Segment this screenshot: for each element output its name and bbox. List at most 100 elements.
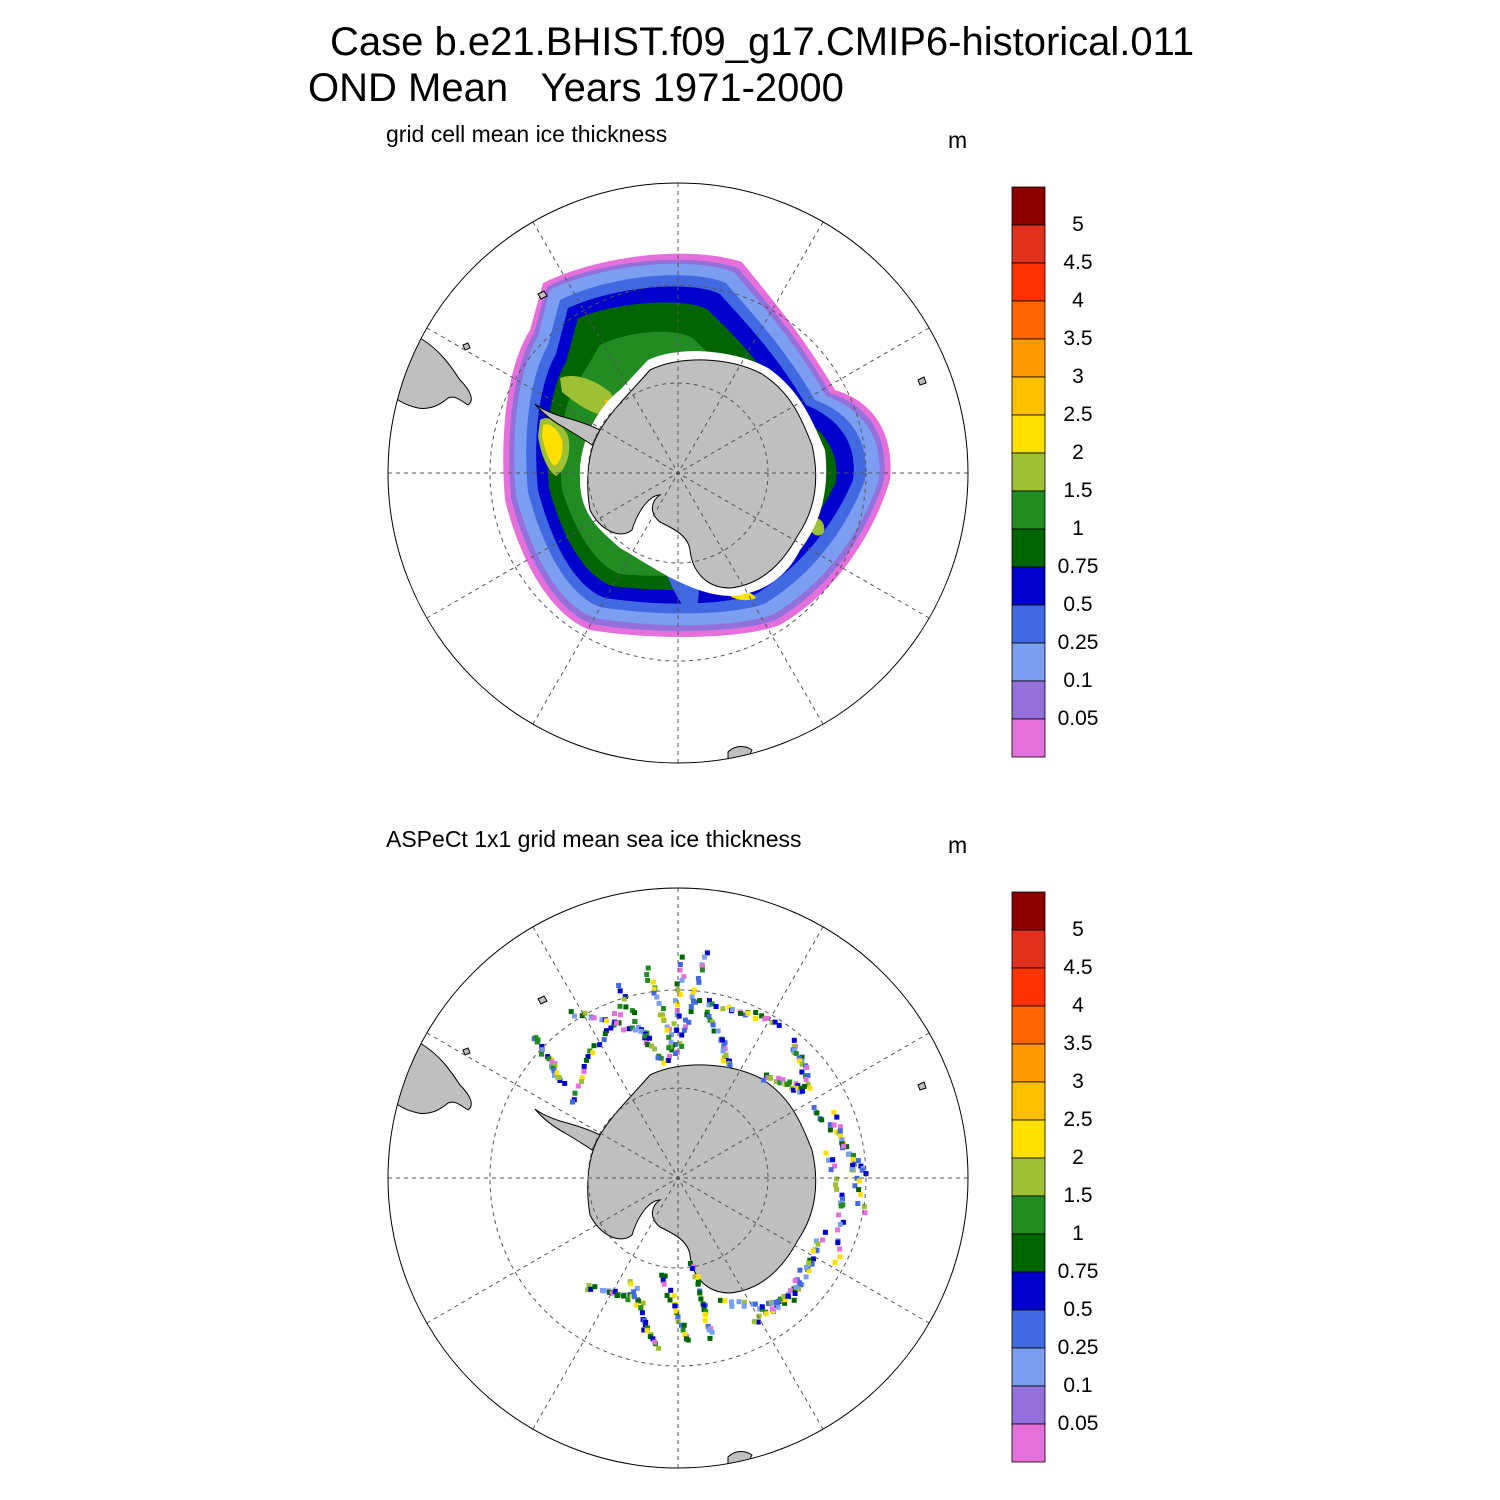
observation-cell	[591, 1015, 597, 1021]
observation-cell	[827, 1127, 833, 1133]
south-america-land	[389, 337, 472, 409]
colorbar-swatch	[1011, 1157, 1046, 1197]
observation-cell	[645, 1042, 651, 1048]
observation-cell	[791, 1044, 797, 1050]
observation-cell	[805, 1073, 811, 1078]
observation-cell	[617, 1003, 623, 1009]
observation-cell	[667, 1297, 673, 1303]
observation-cell	[726, 1058, 732, 1064]
observation-cell	[855, 1158, 861, 1164]
colorbar-swatch	[1011, 338, 1046, 378]
observation-cell	[655, 1055, 661, 1061]
colorbar-swatch	[1011, 376, 1046, 416]
observation-cell	[753, 1010, 759, 1015]
observation-cell	[766, 1300, 772, 1306]
observation-cell	[673, 1308, 679, 1314]
observation-cell	[621, 1027, 627, 1033]
observation-cell	[830, 1157, 836, 1163]
observation-cell	[799, 1055, 805, 1061]
observation-cell	[660, 1277, 666, 1283]
observation-cell	[781, 1294, 787, 1300]
observation-cell	[851, 1152, 856, 1158]
observation-cell	[645, 977, 651, 983]
observation-cell	[852, 1183, 858, 1189]
observation-cell	[707, 1335, 713, 1341]
observation-cell	[609, 1290, 615, 1296]
colorbar-swatch	[1011, 891, 1046, 931]
colorbar-tick-label: 3.5	[1063, 327, 1093, 350]
observation-cell	[856, 1187, 862, 1193]
observation-cell	[820, 1237, 826, 1243]
colorbar-tick-label: 0.75	[1057, 555, 1099, 578]
observation-cell	[701, 1303, 707, 1309]
observation-cell	[585, 1287, 591, 1293]
observation-cell	[690, 989, 696, 995]
panel-1-title: grid cell mean ice thickness	[386, 121, 668, 147]
observation-cell	[752, 1301, 758, 1307]
observation-cell	[664, 1027, 670, 1033]
island-obs-1	[537, 995, 548, 1005]
observation-cell	[837, 1221, 843, 1227]
colorbar-tick-label: 1.5	[1063, 479, 1093, 502]
observation-cell	[626, 1026, 632, 1032]
observation-cell	[826, 1157, 832, 1163]
observation-cell	[805, 1081, 811, 1087]
colorbar-tick-label: 5	[1072, 918, 1084, 941]
colorbar-swatch	[1011, 490, 1046, 530]
observation-cell	[652, 1339, 658, 1345]
observation-cell	[659, 1272, 665, 1278]
observation-cell	[856, 1178, 862, 1184]
observation-cell	[721, 1043, 727, 1049]
observation-cell	[660, 1006, 666, 1011]
colorbar-tick-label: 5	[1072, 213, 1084, 236]
observation-cell	[798, 1085, 804, 1091]
observation-cell	[787, 1288, 793, 1294]
antarctic-peninsula	[534, 403, 601, 446]
observation-cell	[706, 1002, 712, 1008]
observation-cell	[669, 1047, 675, 1053]
observation-cell	[662, 1273, 668, 1279]
observation-cell	[729, 1007, 735, 1012]
observation-cell	[791, 1087, 797, 1093]
observation-cell	[588, 1286, 594, 1292]
observation-cell	[568, 1009, 574, 1015]
observation-cell	[640, 1300, 646, 1306]
observation-cell	[628, 1281, 634, 1287]
observation-cell	[631, 1294, 637, 1300]
observation-cell	[718, 1297, 723, 1303]
colorbar-swatch	[1011, 452, 1046, 492]
observation-cell	[698, 1296, 704, 1302]
island-3	[917, 376, 927, 386]
colorbar-swatch	[1011, 642, 1046, 682]
observation-cell	[795, 1085, 801, 1091]
observation-cell	[721, 1058, 727, 1064]
observation-cell	[647, 1035, 652, 1041]
observation-cell	[661, 1018, 667, 1023]
observation-cell	[722, 1298, 728, 1304]
observation-cell	[579, 1079, 584, 1085]
observation-cell	[711, 1028, 717, 1034]
observation-cell	[651, 990, 657, 996]
observation-cell	[666, 1034, 672, 1040]
observation-cell	[546, 1056, 552, 1062]
observation-cell	[840, 1219, 846, 1225]
observation-cell	[804, 1065, 810, 1070]
observation-cell	[601, 1037, 607, 1043]
observation-cell	[710, 1022, 716, 1028]
observation-cell	[834, 1176, 840, 1182]
observation-cell	[644, 972, 650, 978]
observation-cell	[802, 1083, 808, 1089]
observation-cell	[638, 1305, 644, 1311]
observation-cell	[592, 1284, 598, 1290]
observation-cell	[556, 1075, 562, 1081]
observation-cell	[612, 1288, 618, 1294]
observation-cell	[582, 1010, 588, 1016]
observation-cell	[837, 1254, 843, 1260]
observation-cell	[638, 1028, 644, 1034]
observation-cell	[677, 992, 683, 998]
observation-cell	[836, 1212, 842, 1218]
observation-cell	[786, 1081, 791, 1087]
colorbar-tick-label: 1	[1072, 517, 1084, 540]
colorbar-swatch	[1011, 1043, 1046, 1083]
observation-cell	[654, 994, 660, 1000]
